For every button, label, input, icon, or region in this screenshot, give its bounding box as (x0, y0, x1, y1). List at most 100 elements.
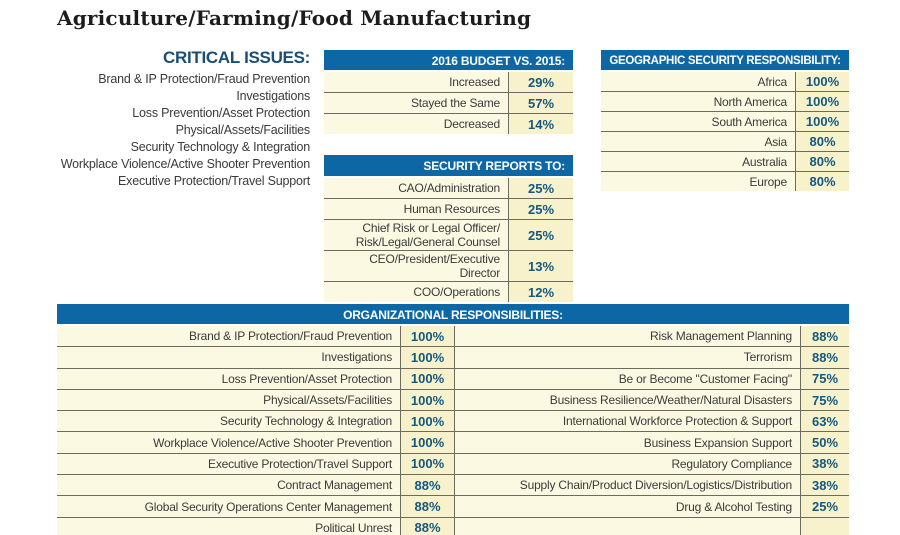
row-value: 57% (508, 93, 573, 113)
row-label: CEO/President/Executive Director (324, 251, 508, 281)
table-row: Terrorism 88% (455, 346, 849, 368)
row-label (455, 517, 800, 535)
row-label: Security Technology & Integration (57, 411, 400, 432)
row-value: 29% (508, 72, 573, 92)
table-row: Contract Management 88% (57, 474, 455, 496)
row-value: 80% (795, 152, 849, 171)
table-row: COO/Operations 12% (324, 281, 573, 302)
row-label: Regulatory Compliance (455, 453, 800, 475)
organizational-table-left-column: Brand & IP Protection/Fraud Prevention 10… (57, 326, 455, 535)
row-value: 88% (800, 347, 849, 368)
row-value: 100% (795, 92, 849, 111)
row-value: 100% (795, 72, 849, 91)
row-label: Chief Risk or Legal Officer/ Risk/Legal/… (324, 220, 508, 250)
table-row: Risk Management Planning 88% (455, 326, 849, 347)
row-label: Executive Protection/Travel Support (57, 453, 400, 475)
table-row: Regulatory Compliance 38% (455, 452, 849, 475)
row-value: 50% (800, 432, 849, 453)
table-row: Chief Risk or Legal Officer/ Risk/Legal/… (324, 219, 573, 250)
table-row: Business Expansion Support 50% (455, 431, 849, 453)
table-row: Drug & Alcohol Testing 25% (455, 495, 849, 517)
table-row: North America 100% (601, 91, 849, 111)
row-value: 88% (400, 517, 455, 535)
critical-issue-item: Brand & IP Protection/Fraud Prevention (98, 72, 310, 86)
row-value: 75% (800, 368, 849, 389)
row-value: 25% (800, 496, 849, 517)
table-row: CAO/Administration 25% (324, 178, 573, 198)
row-label: International Workforce Protection & Sup… (455, 411, 800, 432)
table-row: International Workforce Protection & Sup… (455, 410, 849, 432)
row-value: 80% (795, 132, 849, 151)
row-label: CAO/Administration (324, 178, 508, 198)
table-row: Investigations 100% (57, 346, 455, 368)
row-label: South America (601, 112, 795, 131)
budget-table-header: 2016 BUDGET VS. 2015: (324, 50, 573, 72)
table-row (455, 516, 849, 535)
row-label: Physical/Assets/Facilities (57, 389, 400, 411)
row-label: Global Security Operations Center Manage… (57, 496, 400, 517)
row-label: COO/Operations (324, 282, 508, 302)
row-label: Business Resilience/Weather/Natural Disa… (455, 389, 800, 411)
row-value: 75% (800, 389, 849, 411)
row-value: 63% (800, 411, 849, 432)
geographic-table-rows: Africa 100% North America 100% South America… (601, 72, 849, 191)
table-row: Human Resources 25% (324, 198, 573, 219)
critical-issue-item: Security Technology & Integration (130, 140, 311, 154)
table-row: Decreased 14% (324, 113, 573, 134)
row-value: 25% (508, 199, 573, 219)
row-label: Terrorism (455, 347, 800, 368)
table-row: Security Technology & Integration 100% (57, 410, 455, 432)
row-value: 100% (400, 432, 455, 453)
table-row: Political Unrest 88% (57, 516, 455, 535)
geographic-table-header: GEOGRAPHIC SECURITY RESPONSIBILITY: (601, 50, 849, 72)
security-reports-table-header: SECURITY REPORTS TO: (324, 155, 573, 178)
row-label: Africa (601, 72, 795, 91)
row-label: Asia (601, 132, 795, 151)
table-row: Business Resilience/Weather/Natural Disa… (455, 388, 849, 411)
row-value: 100% (400, 326, 455, 347)
table-row: Europe 80% (601, 171, 849, 191)
table-row: Supply Chain/Product Diversion/Logistics… (455, 474, 849, 496)
table-row: Increased 29% (324, 72, 573, 92)
row-label: Supply Chain/Product Diversion/Logistics… (455, 475, 800, 496)
row-value: 100% (400, 347, 455, 368)
table-row: Africa 100% (601, 72, 849, 91)
row-value: 12% (508, 282, 573, 302)
critical-issues-section: CRITICAL ISSUES: Brand & IP Protection/F… (40, 48, 311, 190)
row-value: 14% (508, 114, 573, 134)
table-row: Asia 80% (601, 131, 849, 151)
row-label: Human Resources (324, 199, 508, 219)
row-value: 25% (508, 178, 573, 198)
budget-table-rows: Increased 29% Stayed the Same 57% Decreased 1… (324, 72, 573, 134)
table-row: Global Security Operations Center Manage… (57, 495, 455, 517)
row-label: Europe (601, 172, 795, 191)
row-value: 88% (400, 475, 455, 496)
table-row: Workplace Violence/Active Shooter Preven… (57, 431, 455, 453)
organizational-table-right-column: Risk Management Planning 88% Terrorism 88% B… (455, 326, 849, 535)
table-row: Brand & IP Protection/Fraud Prevention 10… (57, 326, 455, 347)
budget-vs-2015-table: 2016 BUDGET VS. 2015: Increased 29% Stayed… (324, 50, 573, 134)
row-label: Stayed the Same (324, 93, 508, 113)
organizational-responsibilities-table: ORGANIZATIONAL RESPONSIBILITIES: Brand &… (57, 304, 849, 535)
organizational-table-body: Brand & IP Protection/Fraud Prevention 10… (57, 326, 849, 535)
page-title: Agriculture/Farming/Food Manufacturing (57, 6, 532, 30)
table-row: Loss Prevention/Asset Protection 100% (57, 367, 455, 389)
row-value: 100% (795, 112, 849, 131)
row-label: Political Unrest (57, 517, 400, 535)
geographic-responsibility-table: GEOGRAPHIC SECURITY RESPONSIBILITY: Afri… (601, 50, 849, 191)
critical-issues-heading: CRITICAL ISSUES: (163, 48, 310, 67)
organizational-table-header: ORGANIZATIONAL RESPONSIBILITIES: (57, 304, 849, 326)
table-row: Executive Protection/Travel Support 100% (57, 452, 455, 475)
critical-issue-item: Investigations (236, 89, 310, 103)
row-value: 13% (508, 251, 573, 281)
row-value: 100% (400, 368, 455, 389)
row-value: 80% (795, 172, 849, 191)
row-value: 38% (800, 475, 849, 496)
table-row: Be or Become "Customer Facing" 75% (455, 367, 849, 389)
row-value: 100% (400, 453, 455, 475)
row-label: Brand & IP Protection/Fraud Prevention (57, 326, 400, 347)
row-label: Drug & Alcohol Testing (455, 496, 800, 517)
row-value (800, 517, 849, 535)
table-row: South America 100% (601, 111, 849, 131)
security-reports-to-table: SECURITY REPORTS TO: CAO/Administration 2… (324, 155, 573, 302)
